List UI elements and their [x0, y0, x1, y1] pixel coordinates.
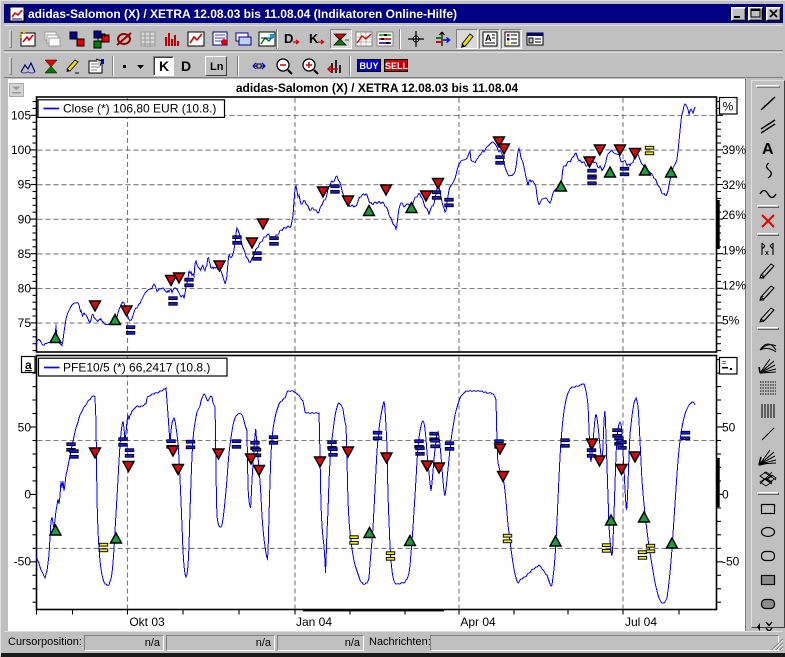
svg-text:Close (*) 106,80 EUR (10.8.): Close (*) 106,80 EUR (10.8.)	[63, 102, 216, 116]
svg-text:95: 95	[18, 178, 32, 192]
svg-text:26%: 26%	[722, 208, 746, 222]
svg-text:0: 0	[24, 487, 31, 501]
svg-text:75: 75	[18, 316, 32, 330]
svg-text:32%: 32%	[722, 178, 746, 192]
svg-text:Jan 04: Jan 04	[296, 615, 332, 629]
svg-text:=: =	[722, 360, 726, 367]
svg-text:A: A	[485, 33, 492, 43]
svg-text:D: D	[181, 58, 191, 74]
svg-text:39%: 39%	[722, 143, 746, 157]
svg-text:0: 0	[722, 487, 729, 501]
svg-text:5%: 5%	[722, 314, 740, 328]
svg-text:12%: 12%	[722, 278, 746, 292]
svg-text:-50: -50	[14, 554, 32, 568]
svg-text:%: %	[723, 100, 734, 114]
svg-text:a: a	[25, 358, 32, 372]
svg-text:A: A	[762, 141, 774, 158]
svg-text:PFE10/5 (*) 66,2417 (10.8.): PFE10/5 (*) 66,2417 (10.8.)	[63, 361, 210, 375]
svg-text:Ln: Ln	[210, 61, 224, 73]
svg-text:x: x	[765, 250, 769, 257]
svg-text:50: 50	[18, 420, 32, 434]
svg-text:K: K	[159, 58, 169, 74]
svg-text:90: 90	[18, 212, 32, 226]
svg-text:100: 100	[11, 143, 31, 157]
svg-text:105: 105	[11, 109, 31, 123]
svg-text:80: 80	[18, 282, 32, 296]
svg-text:Apr 04: Apr 04	[460, 615, 496, 629]
svg-text:85: 85	[18, 247, 32, 261]
svg-text:G: G	[760, 275, 765, 281]
svg-text:K: K	[309, 31, 319, 46]
svg-text:-50: -50	[722, 554, 740, 568]
svg-text:Okt 03: Okt 03	[129, 615, 165, 629]
svg-text:50: 50	[722, 420, 736, 434]
svg-text:adidas-Salomon (X) / XETRA 12.: adidas-Salomon (X) / XETRA 12.08.03 bis …	[236, 81, 519, 95]
svg-text:-: -	[760, 318, 763, 325]
svg-text:Jul 04: Jul 04	[625, 615, 657, 629]
svg-text:D: D	[284, 31, 293, 46]
svg-text:19%: 19%	[722, 243, 746, 257]
svg-text:E: E	[760, 297, 764, 303]
